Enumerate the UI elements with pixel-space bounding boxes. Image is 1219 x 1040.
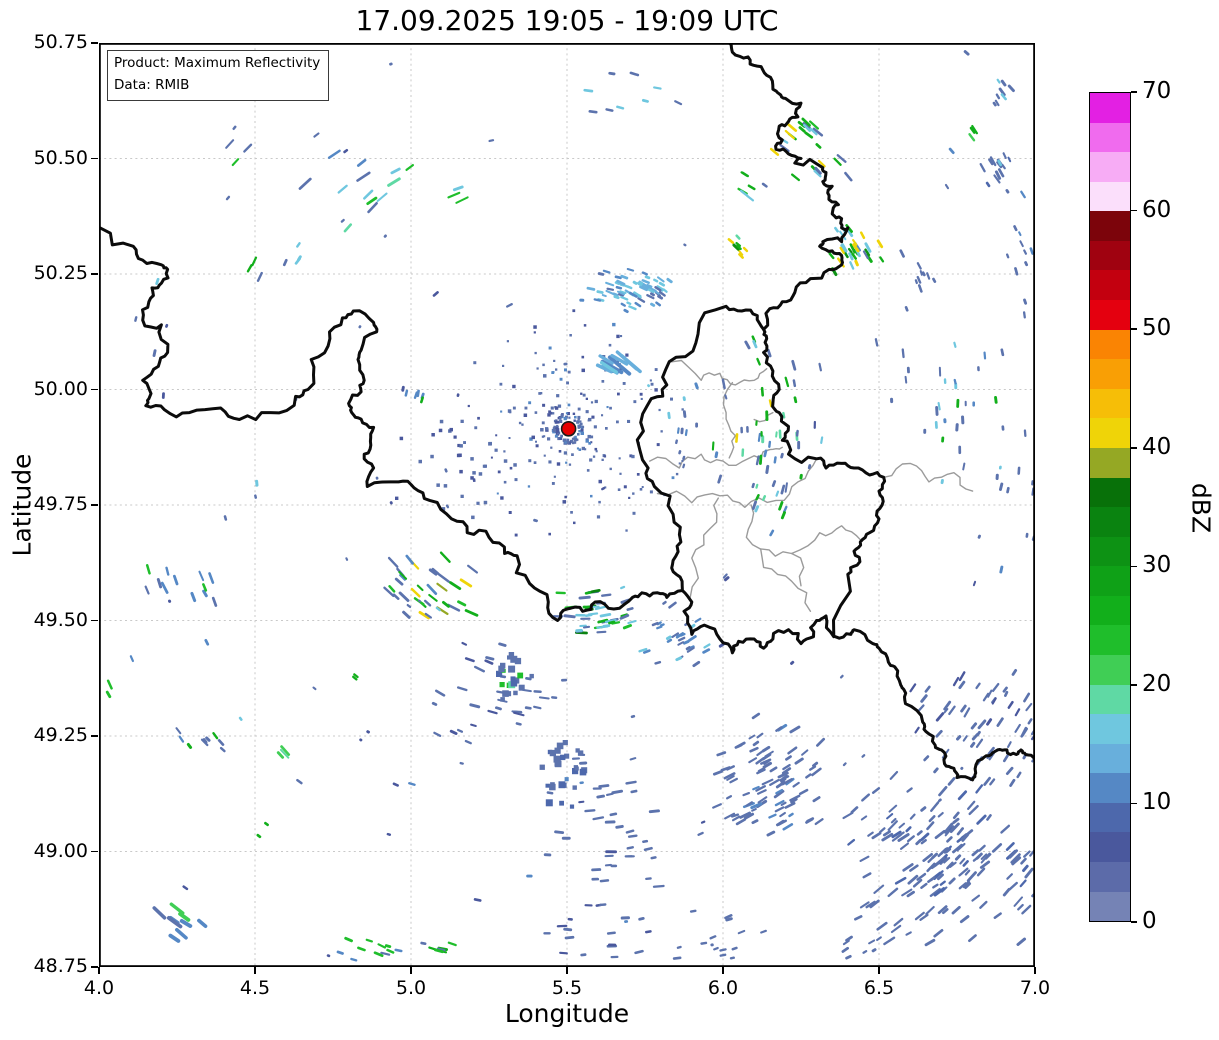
map-plot: [99, 43, 1035, 968]
colorbar-segment: [1090, 684, 1130, 715]
x-tick: [254, 967, 256, 974]
colorbar-segment: [1090, 329, 1130, 360]
colorbar-segment: [1090, 802, 1130, 833]
y-tick-label: 49.00: [33, 839, 88, 862]
colorbar-segment: [1090, 773, 1130, 803]
colorbar-segment: [1090, 832, 1130, 863]
figure-title: 17.09.2025 19:05 - 19:09 UTC: [355, 4, 779, 37]
colorbar-segment: [1090, 122, 1130, 153]
x-axis-label: Longitude: [504, 999, 630, 1028]
colorbar-tick: [1131, 91, 1137, 93]
colorbar-tick: [1131, 684, 1137, 686]
y-tick: [91, 966, 98, 968]
colorbar-tick: [1131, 447, 1137, 449]
y-tick: [91, 735, 98, 737]
colorbar-tick-label: 0: [1142, 908, 1157, 934]
colorbar-segment: [1090, 93, 1130, 123]
data-source-label: Data: RMIB: [114, 76, 190, 93]
colorbar-segment: [1090, 595, 1130, 626]
colorbar-segment: [1090, 566, 1130, 596]
y-tick-label: 50.25: [33, 262, 88, 284]
y-tick-label: 49.25: [33, 724, 88, 746]
colorbar-tick: [1131, 328, 1137, 330]
colorbar-segment: [1090, 654, 1130, 685]
colorbar-segment: [1090, 625, 1130, 655]
colorbar-tick: [1131, 921, 1137, 923]
colorbar-tick-label: 10: [1142, 789, 1172, 816]
colorbar-segment: [1090, 300, 1130, 330]
colorbar-tick: [1131, 565, 1137, 568]
colorbar-segment: [1090, 359, 1130, 389]
y-tick: [91, 850, 98, 853]
colorbar-segment: [1090, 891, 1130, 922]
colorbar: [1089, 92, 1131, 922]
colorbar-tick-label: 60: [1142, 196, 1172, 223]
y-tick: [91, 619, 98, 622]
colorbar-segment: [1090, 743, 1130, 774]
colorbar-label: dBZ: [1186, 482, 1216, 534]
colorbar-segment: [1090, 388, 1130, 419]
colorbar-segment: [1090, 447, 1130, 478]
product-info-box: Product: Maximum Reflectivity Data: RMIB: [107, 50, 330, 102]
x-tick: [878, 967, 880, 974]
x-tick: [566, 967, 568, 974]
y-tick: [91, 273, 98, 275]
x-tick: [410, 967, 412, 974]
y-tick-label: 48.75: [33, 955, 88, 977]
colorbar-tick: [1131, 209, 1137, 212]
radar-site-marker: [560, 420, 577, 437]
y-tick-label: 49.75: [33, 493, 88, 515]
x-tick-label: 5.0: [395, 977, 427, 999]
colorbar-segment: [1090, 240, 1130, 271]
colorbar-segment: [1090, 714, 1130, 744]
colorbar-segment: [1090, 507, 1130, 537]
colorbar-tick-label: 30: [1142, 552, 1172, 579]
product-label: Product: Maximum Reflectivity: [114, 55, 321, 71]
y-tick: [91, 42, 98, 44]
x-tick-label: 7.0: [1019, 977, 1051, 999]
colorbar-tick: [1131, 802, 1137, 805]
x-tick-label: 6.5: [863, 977, 895, 999]
y-tick-label: 49.50: [33, 608, 88, 631]
y-axis-label: Latitude: [7, 453, 37, 557]
colorbar-tick-label: 70: [1142, 78, 1172, 104]
colorbar-segment: [1090, 418, 1130, 448]
x-tick: [1034, 967, 1036, 974]
colorbar-tick-label: 40: [1142, 433, 1172, 460]
x-tick-label: 5.5: [551, 977, 583, 999]
colorbar-tick-label: 20: [1142, 670, 1172, 697]
colorbar-segment: [1090, 536, 1130, 567]
x-tick-label: 4.0: [83, 977, 115, 999]
x-tick: [722, 967, 724, 974]
colorbar-segment: [1090, 181, 1130, 212]
colorbar-segment: [1090, 477, 1130, 508]
y-tick: [91, 504, 98, 506]
x-tick: [98, 967, 100, 974]
colorbar-segment: [1090, 211, 1130, 241]
y-tick-label: 50.00: [33, 377, 88, 400]
y-tick: [91, 388, 98, 391]
colorbar-tick-label: 50: [1142, 315, 1172, 342]
y-tick-label: 50.50: [33, 146, 88, 169]
colorbar-segment: [1090, 152, 1130, 182]
y-tick-label: 50.75: [33, 31, 88, 53]
colorbar-segment: [1090, 862, 1130, 892]
colorbar-segment: [1090, 270, 1130, 301]
y-tick: [91, 157, 98, 160]
x-tick-label: 6.0: [707, 977, 739, 999]
x-tick-label: 4.5: [239, 977, 271, 999]
